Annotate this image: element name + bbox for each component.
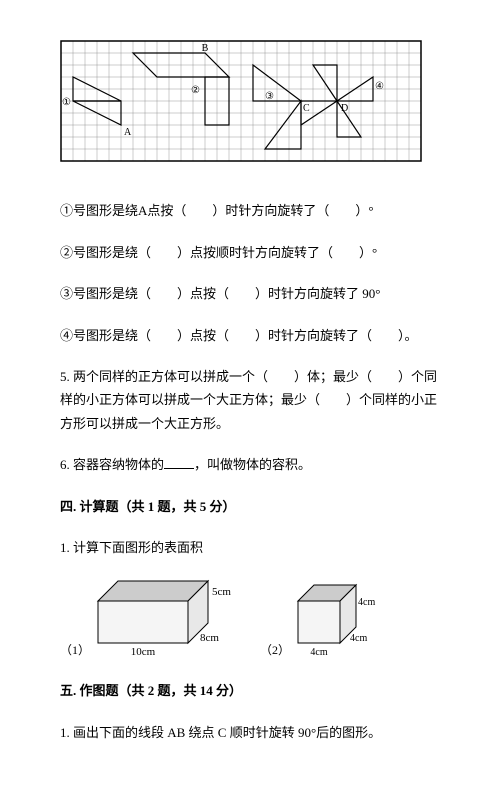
q6-blank [164, 455, 194, 469]
q6-pre: 6. 容器容纳物体的 [60, 457, 164, 472]
shape-2-label: （2） [260, 640, 290, 662]
svg-text:A: A [124, 127, 132, 138]
shapes-row: （1） 10cm 5cm 8cm （2） 4cm 4cm 4cm [60, 577, 440, 661]
question-4: ④号图形是绕（ ）点按（ ）时针方向旋转了（ ）。 [60, 324, 440, 347]
svg-text:B: B [202, 43, 209, 54]
shape-2-wrap: （2） 4cm 4cm 4cm [260, 581, 384, 661]
q6-post: ，叫做物体的容积。 [194, 457, 311, 472]
question-2: ②号图形是绕（ ）点按顺时针方向旋转了（ ）° [60, 241, 440, 264]
svg-text:8cm: 8cm [200, 632, 219, 644]
svg-text:5cm: 5cm [212, 586, 231, 598]
grid-diagram: ① A B ② ③ C D ④ [60, 40, 422, 162]
svg-text:D: D [341, 103, 348, 114]
grid-figure: ① A B ② ③ C D ④ [60, 40, 440, 169]
calc-question-1: 1. 计算下面图形的表面积 [60, 536, 440, 559]
svg-text:②: ② [191, 85, 200, 96]
question-1: ①号图形是绕A点按（ ）时针方向旋转了（ ）° [60, 199, 440, 222]
section5-title: 五. 作图题（共 2 题，共 14 分） [60, 679, 440, 702]
draw-question-1: 1. 画出下面的线段 AB 绕点 C 顺时针旋转 90°后的图形。 [60, 721, 440, 744]
section4-title: 四. 计算题（共 1 题，共 5 分） [60, 495, 440, 518]
svg-text:4cm: 4cm [350, 633, 367, 644]
question-5: 5. 两个同样的正方体可以拼成一个（ ）体；最少（ ）个同样的小正方体可以拼成一… [60, 365, 440, 435]
question-6: 6. 容器容纳物体的 ，叫做物体的容积。 [60, 453, 440, 476]
cuboid-diagram: 10cm 5cm 8cm [94, 577, 240, 661]
shape-1-wrap: （1） 10cm 5cm 8cm [60, 577, 240, 661]
cube-diagram: 4cm 4cm 4cm [294, 581, 384, 661]
svg-text:①: ① [62, 97, 71, 108]
svg-text:4cm: 4cm [310, 647, 327, 658]
question-3: ③号图形是绕（ ）点按（ ）时针方向旋转了 90° [60, 282, 440, 305]
svg-text:③: ③ [265, 91, 274, 102]
svg-text:10cm: 10cm [131, 646, 156, 658]
shape-1-label: （1） [60, 640, 90, 662]
svg-text:④: ④ [375, 81, 384, 92]
svg-text:C: C [303, 103, 310, 114]
svg-text:4cm: 4cm [358, 597, 375, 608]
